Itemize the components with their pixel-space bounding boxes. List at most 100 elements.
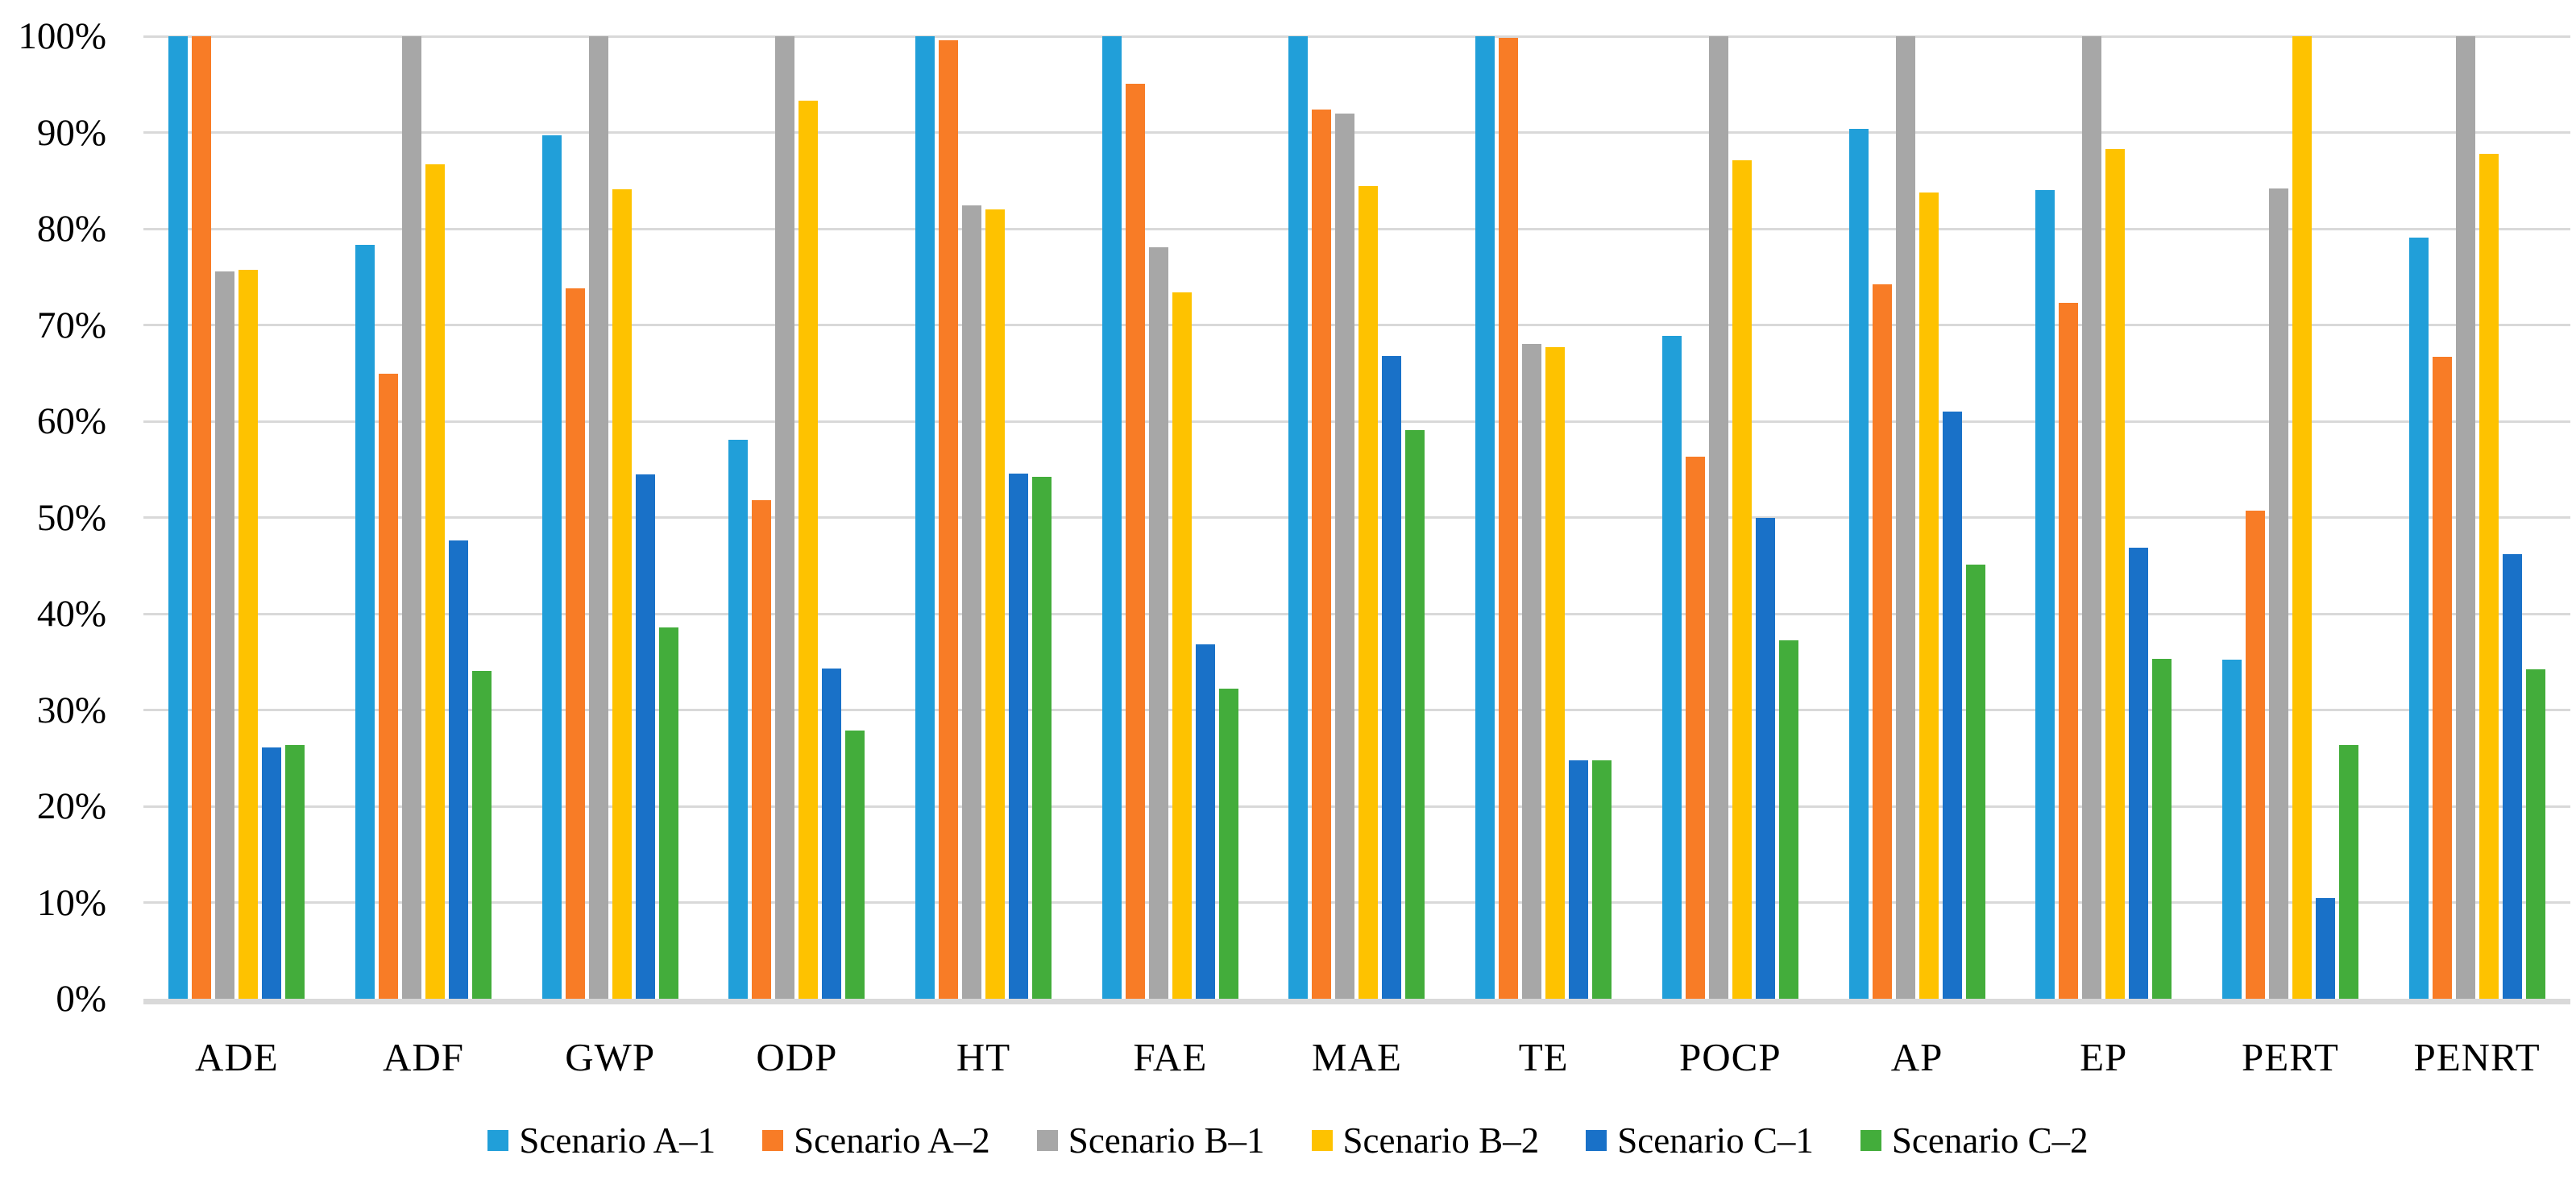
legend-label: Scenario A–1 bbox=[519, 1120, 716, 1161]
bar-scenario-a-1-penrt bbox=[2408, 237, 2429, 999]
bar-scenario-a-1-fae bbox=[1101, 36, 1122, 999]
legend-swatch-icon bbox=[1586, 1130, 1607, 1151]
bar-scenario-b-2-ep bbox=[2105, 148, 2126, 999]
bar-scenario-b-1-gwp bbox=[588, 36, 608, 999]
bar-group-pocp bbox=[1637, 36, 1824, 999]
bar-scenario-a-2-fae bbox=[1125, 83, 1145, 999]
bar-scenario-b-2-pocp bbox=[1732, 160, 1752, 999]
bar-group-mae bbox=[1263, 36, 1450, 999]
bar-scenario-b-2-ht bbox=[985, 209, 1006, 999]
bar-scenario-a-2-te bbox=[1499, 38, 1519, 999]
bar-scenario-a-2-ep bbox=[2059, 303, 2079, 999]
bar-group-gwp bbox=[516, 36, 703, 999]
bar-scenario-a-2-gwp bbox=[565, 288, 585, 999]
legend-label: Scenario B–1 bbox=[1068, 1120, 1265, 1161]
y-tick-label-90: 90% bbox=[36, 111, 106, 154]
legend-swatch-icon bbox=[1311, 1130, 1333, 1151]
bar-scenario-b-2-gwp bbox=[612, 189, 632, 999]
bar-scenario-c-1-penrt bbox=[2502, 553, 2522, 999]
x-label-odp: ODP bbox=[756, 1035, 838, 1079]
bar-scenario-c-2-ap bbox=[1965, 565, 1985, 999]
bar-scenario-b-1-ht bbox=[962, 205, 982, 999]
bar-scenario-c-2-adf bbox=[472, 670, 492, 999]
bar-scenario-c-2-pocp bbox=[1778, 640, 1798, 999]
bar-scenario-a-1-adf bbox=[355, 245, 375, 999]
bar-scenario-c-2-mae bbox=[1405, 429, 1425, 999]
bar-scenario-a-2-odp bbox=[752, 500, 772, 999]
y-tick-label-50: 50% bbox=[36, 496, 106, 539]
bar-scenario-c-2-pert bbox=[2338, 744, 2358, 999]
bar-scenario-c-2-fae bbox=[1218, 689, 1238, 999]
y-axis: 100% 90% 80% 70% 60% 50% 40% 30% 20% 10% 0% bbox=[0, 0, 111, 1184]
gridline-80 bbox=[143, 227, 2570, 230]
bar-scenario-a-1-pocp bbox=[1661, 335, 1682, 999]
bar-group-pert bbox=[2197, 36, 2384, 999]
legend-label: Scenario C–2 bbox=[1891, 1120, 2089, 1161]
x-label-ep: EP bbox=[2080, 1035, 2128, 1079]
gridline-70 bbox=[143, 324, 2570, 326]
bar-scenario-b-2-pert bbox=[2292, 36, 2312, 999]
x-label-ade: ADE bbox=[194, 1035, 279, 1079]
bar-scenario-b-1-ap bbox=[1895, 36, 1915, 999]
plot-area bbox=[143, 35, 2570, 1004]
bar-scenario-b-2-adf bbox=[425, 164, 446, 999]
bar-scenario-a-2-pert bbox=[2245, 511, 2265, 999]
bar-scenario-a-1-ap bbox=[1848, 128, 1869, 999]
legend-label: Scenario C–1 bbox=[1617, 1120, 1814, 1161]
bar-scenario-c-2-odp bbox=[845, 730, 865, 999]
legend-item-scenario-c-2: Scenario C–2 bbox=[1860, 1120, 2089, 1161]
bar-scenario-a-1-odp bbox=[728, 439, 749, 999]
y-tick-label-0: 0% bbox=[56, 978, 106, 1020]
bar-scenario-c-1-pert bbox=[2315, 897, 2335, 999]
bar-scenario-a-2-ap bbox=[1872, 284, 1892, 999]
bar-scenario-b-2-ap bbox=[1919, 192, 1939, 999]
legend-swatch-icon bbox=[762, 1130, 784, 1151]
bar-scenario-c-1-ep bbox=[2129, 547, 2149, 999]
legend-label: Scenario A–2 bbox=[794, 1120, 990, 1161]
x-label-pert: PERT bbox=[2241, 1035, 2339, 1079]
bar-scenario-c-1-ade bbox=[262, 747, 282, 999]
x-label-pocp: POCP bbox=[1679, 1035, 1782, 1079]
bar-scenario-c-2-gwp bbox=[658, 627, 678, 999]
bar-scenario-a-2-ht bbox=[939, 39, 959, 999]
legend-swatch-icon bbox=[1860, 1130, 1881, 1151]
bar-group-fae bbox=[1076, 36, 1263, 999]
bar-scenario-b-1-ade bbox=[215, 271, 235, 999]
legend-item-scenario-a-1: Scenario A–1 bbox=[487, 1120, 716, 1161]
bar-scenario-a-1-ht bbox=[915, 36, 935, 999]
gridline-100 bbox=[143, 35, 2570, 38]
x-axis-line bbox=[143, 999, 2570, 1004]
gridline-40 bbox=[143, 612, 2570, 615]
x-label-penrt: PENRT bbox=[2413, 1035, 2541, 1079]
x-label-fae: FAE bbox=[1133, 1035, 1208, 1079]
bar-scenario-c-1-te bbox=[1569, 760, 1589, 999]
bar-scenario-a-1-ade bbox=[168, 36, 189, 999]
y-tick-label-70: 70% bbox=[36, 304, 106, 346]
gridline-20 bbox=[143, 805, 2570, 808]
bar-group-ap bbox=[1823, 36, 2010, 999]
bar-scenario-a-1-ep bbox=[2035, 190, 2055, 999]
bar-group-ht bbox=[890, 36, 1077, 999]
x-label-ap: AP bbox=[1890, 1035, 1943, 1079]
bar-scenario-a-1-gwp bbox=[541, 135, 562, 999]
bar-scenario-b-2-mae bbox=[1359, 186, 1379, 999]
bar-group-ade bbox=[143, 36, 330, 999]
gridline-90 bbox=[143, 131, 2570, 134]
bar-scenario-b-1-pert bbox=[2268, 188, 2288, 999]
bar-scenario-b-2-ade bbox=[239, 270, 259, 999]
legend: Scenario A–1 Scenario A–2 Scenario B–1 Scen… bbox=[0, 1120, 2576, 1161]
bar-scenario-a-2-adf bbox=[379, 374, 399, 999]
bar-scenario-c-1-mae bbox=[1382, 355, 1402, 999]
gridline-30 bbox=[143, 709, 2570, 711]
gridline-60 bbox=[143, 420, 2570, 423]
bar-scenario-b-2-fae bbox=[1172, 292, 1192, 999]
legend-swatch-icon bbox=[1036, 1130, 1058, 1151]
bar-scenario-c-1-adf bbox=[449, 540, 469, 999]
y-tick-label-10: 10% bbox=[36, 881, 106, 924]
bar-scenario-c-1-pocp bbox=[1755, 517, 1775, 999]
legend-item-scenario-a-2: Scenario A–2 bbox=[762, 1120, 990, 1161]
bar-group-penrt bbox=[2383, 36, 2570, 999]
bar-scenario-c-1-gwp bbox=[635, 474, 655, 999]
legend-item-scenario-b-1: Scenario B–1 bbox=[1036, 1120, 1265, 1161]
x-label-ht: HT bbox=[956, 1035, 1011, 1079]
